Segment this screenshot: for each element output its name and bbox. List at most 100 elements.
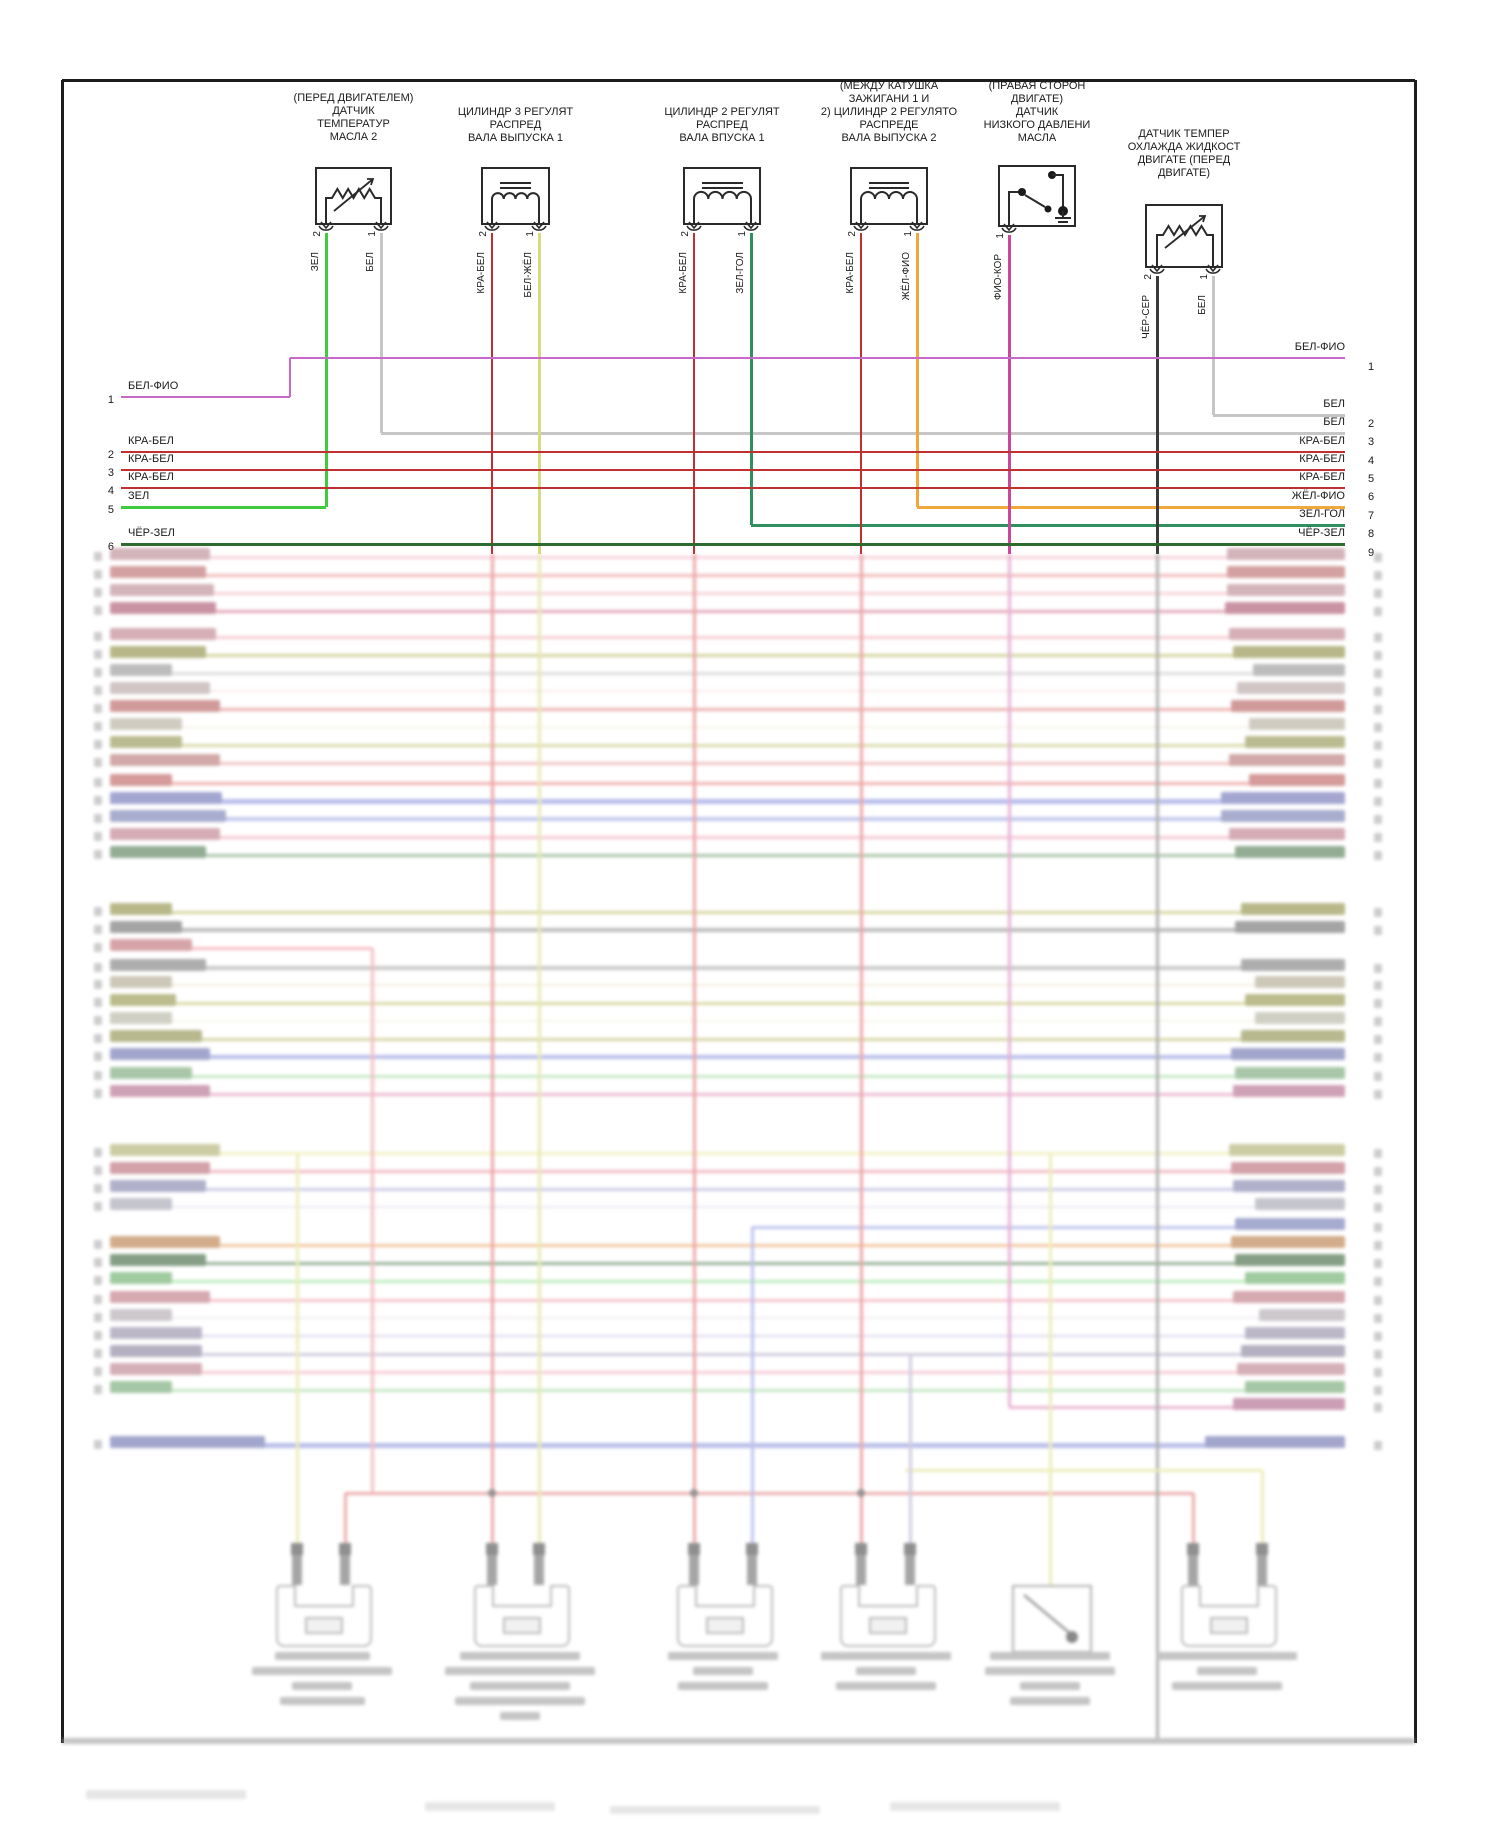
- component-label: ЦИЛИНДР 2 РЕГУЛЯТ: [664, 106, 780, 118]
- switch-ground-symbol: [998, 165, 1076, 227]
- solenoid-symbol: [481, 167, 550, 225]
- component-label: ДВИГАТЕ): [1010, 93, 1064, 105]
- pin-terminal-icon: [1204, 264, 1222, 278]
- component-label: ДАТЧИК: [332, 105, 375, 117]
- right-row-label: БЕЛ: [1323, 398, 1345, 410]
- component-label: ОХЛАЖДА ЖИДКОСТ: [1127, 141, 1241, 153]
- pin-number: 1: [737, 231, 748, 237]
- component-label: ВАЛА ВЫПУСКА 2: [841, 132, 937, 144]
- left-row-label: ЧЁР-ЗЕЛ: [128, 527, 175, 539]
- pin-wire-color-label: БЕЛ: [1197, 295, 1208, 315]
- component-label: (ПЕРЕД ДВИГАТЕЛЕМ): [293, 92, 414, 104]
- wire-belfio: [121, 396, 290, 398]
- component-label: РАСПРЕД: [696, 119, 748, 131]
- right-row-label: ЧЁР-ЗЕЛ: [1298, 527, 1345, 539]
- wire-zhelfio: [917, 505, 1345, 509]
- pin-number: 2: [478, 231, 489, 237]
- wire-krabel-row2: [121, 451, 1345, 453]
- wire-chyorser-v: [1155, 276, 1159, 554]
- component-label: РАСПРЕД: [489, 119, 542, 131]
- pin-wire-color-label: ФИО-КОР: [993, 254, 1004, 301]
- wire-bel-oil: [379, 233, 383, 433]
- pin-terminal-icon: [1148, 264, 1166, 278]
- right-row-number: 6: [1368, 491, 1375, 503]
- pin-number: 2: [847, 231, 858, 237]
- right-row-label: ЗЕЛ-ГОЛ: [1299, 508, 1345, 520]
- diagram-border-left: [60, 80, 64, 1743]
- pin-terminal-icon: [908, 221, 926, 235]
- pin-terminal-icon: [372, 221, 390, 235]
- wire-bel-coolant: [1211, 276, 1215, 415]
- pin-terminal-icon: [685, 221, 703, 235]
- pin-terminal-icon: [317, 221, 335, 235]
- wire-zelgol: [751, 523, 1345, 527]
- right-row-label: КРА-БЕЛ: [1299, 453, 1345, 465]
- wire-zel: [121, 505, 326, 509]
- component-label: МАСЛА 2: [329, 131, 378, 143]
- right-row-label: КРА-БЕЛ: [1299, 435, 1345, 447]
- thermistor-symbol: [1145, 204, 1223, 268]
- pin-terminal-icon: [742, 221, 760, 235]
- right-row-label: КРА-БЕЛ: [1299, 471, 1345, 483]
- component-label: ВАЛА ВЫПУСКА 1: [468, 132, 563, 144]
- wire-belfio: [290, 357, 1345, 359]
- wire-krabel-row3: [121, 469, 1345, 471]
- right-row-number: 8: [1368, 528, 1375, 540]
- left-row-number: 5: [107, 504, 114, 516]
- left-row-number: 4: [107, 485, 114, 497]
- component-label: ДВИГАТЕ (ПЕРЕД: [1137, 154, 1231, 166]
- wire-bel-coolant: [1213, 413, 1345, 417]
- pin-wire-color-label: КРА-БЕЛ: [678, 252, 689, 294]
- wire-zel: [324, 233, 328, 507]
- component-label: 2) ЦИЛИНДР 2 РЕГУЛЯТО: [820, 106, 958, 118]
- pin-number: 1: [995, 233, 1006, 239]
- solenoid-symbol: [850, 167, 928, 225]
- pin-wire-color-label: ЗЕЛ: [310, 252, 321, 272]
- component-label: ТЕМПЕРАТУР: [317, 118, 390, 130]
- wire-belzhel-v: [537, 233, 541, 554]
- pin-terminal-icon: [530, 221, 548, 235]
- left-row-label: ЗЕЛ: [128, 490, 150, 502]
- wire-chyorzel-row: [121, 542, 1345, 546]
- left-row-number: 1: [107, 394, 114, 406]
- pin-number: 1: [903, 231, 914, 237]
- solenoid-symbol: [683, 167, 761, 225]
- pin-terminal-icon: [1000, 223, 1018, 237]
- pin-wire-color-label: ЧЁР-СЕР: [1141, 295, 1152, 339]
- pin-wire-color-label: ЗЕЛ-ГОЛ: [735, 252, 746, 294]
- thermistor-symbol: [315, 167, 392, 225]
- wire-bel-oil: [381, 431, 1345, 435]
- left-row-label: КРА-БЕЛ: [128, 471, 174, 483]
- right-row-label: ЖЁЛ-ФИО: [1291, 490, 1345, 502]
- component-label: ДАТЧИК ТЕМПЕР: [1138, 128, 1230, 140]
- pin-wire-color-label: ЖЁЛ-ФИО: [901, 252, 912, 301]
- right-row-number: 3: [1368, 436, 1375, 448]
- left-row-number: 6: [107, 541, 114, 553]
- wire-belfio: [289, 358, 291, 397]
- wire-krabel-v3: [860, 233, 862, 554]
- right-row-number: 5: [1368, 473, 1375, 485]
- wire-krabel-v1: [491, 233, 493, 554]
- right-row-number: 2: [1368, 418, 1375, 430]
- wire-fiokor-v: [1007, 235, 1011, 554]
- pin-wire-color-label: КРА-БЕЛ: [476, 252, 487, 294]
- left-row-number: 3: [107, 467, 114, 479]
- wire-krabel-v2: [693, 233, 695, 554]
- wire-zelgol: [749, 233, 753, 525]
- component-label: МАСЛА: [1017, 132, 1057, 144]
- pin-terminal-icon: [483, 221, 501, 235]
- component-label: ДВИГАТЕ): [1157, 167, 1211, 179]
- pin-wire-color-label: КРА-БЕЛ: [845, 252, 856, 294]
- left-row-label: БЕЛ-ФИО: [128, 380, 179, 392]
- pin-number: 1: [367, 231, 378, 237]
- component-label: ДАТЧИК: [1015, 106, 1059, 118]
- diagram-border-top: [62, 78, 1415, 82]
- pin-wire-color-label: БЕЛ-ЖЁЛ: [523, 252, 534, 298]
- right-row-number: 4: [1368, 455, 1375, 467]
- component-label: (МЕЖДУ КАТУШКА: [839, 80, 939, 92]
- pin-number: 2: [1143, 274, 1154, 280]
- pin-terminal-icon: [852, 221, 870, 235]
- pin-number: 1: [525, 231, 536, 237]
